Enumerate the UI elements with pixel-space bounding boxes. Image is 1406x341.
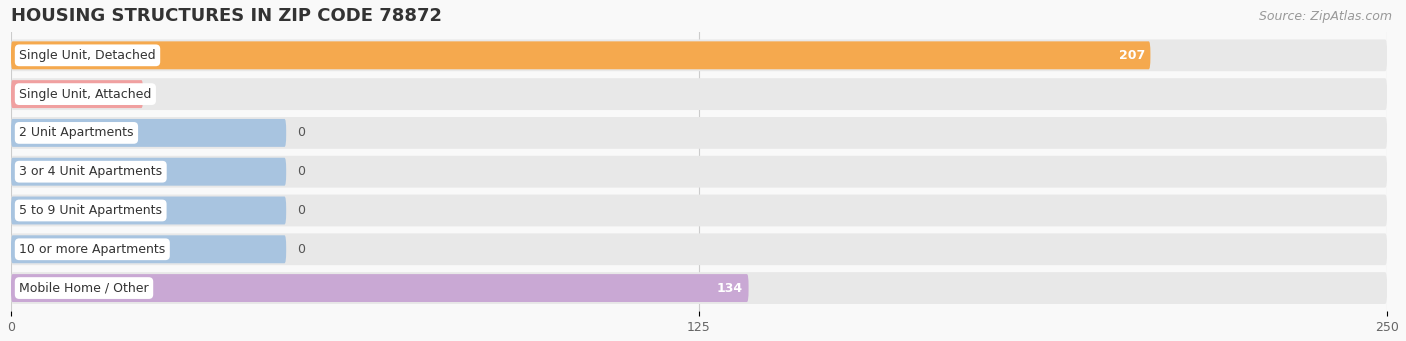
Text: 5 to 9 Unit Apartments: 5 to 9 Unit Apartments [20, 204, 162, 217]
Text: Single Unit, Detached: Single Unit, Detached [20, 49, 156, 62]
Text: 10 or more Apartments: 10 or more Apartments [20, 243, 166, 256]
FancyBboxPatch shape [11, 156, 1388, 188]
FancyBboxPatch shape [11, 274, 748, 302]
Text: HOUSING STRUCTURES IN ZIP CODE 78872: HOUSING STRUCTURES IN ZIP CODE 78872 [11, 7, 441, 25]
Text: 24: 24 [120, 88, 138, 101]
FancyBboxPatch shape [11, 78, 1388, 110]
FancyBboxPatch shape [11, 117, 1388, 149]
FancyBboxPatch shape [11, 235, 287, 263]
FancyBboxPatch shape [11, 158, 287, 186]
FancyBboxPatch shape [11, 272, 1388, 304]
FancyBboxPatch shape [11, 233, 1388, 265]
FancyBboxPatch shape [11, 195, 1388, 226]
FancyBboxPatch shape [11, 80, 143, 108]
Text: Single Unit, Attached: Single Unit, Attached [20, 88, 152, 101]
FancyBboxPatch shape [11, 196, 287, 224]
Text: 3 or 4 Unit Apartments: 3 or 4 Unit Apartments [20, 165, 162, 178]
Text: Source: ZipAtlas.com: Source: ZipAtlas.com [1258, 10, 1392, 23]
Text: 0: 0 [297, 165, 305, 178]
FancyBboxPatch shape [11, 41, 1150, 69]
Text: 134: 134 [717, 282, 742, 295]
Text: Mobile Home / Other: Mobile Home / Other [20, 282, 149, 295]
Text: 0: 0 [297, 127, 305, 139]
FancyBboxPatch shape [11, 40, 1388, 71]
FancyBboxPatch shape [11, 119, 287, 147]
Text: 207: 207 [1119, 49, 1144, 62]
Text: 0: 0 [297, 243, 305, 256]
Text: 2 Unit Apartments: 2 Unit Apartments [20, 127, 134, 139]
Text: 0: 0 [297, 204, 305, 217]
